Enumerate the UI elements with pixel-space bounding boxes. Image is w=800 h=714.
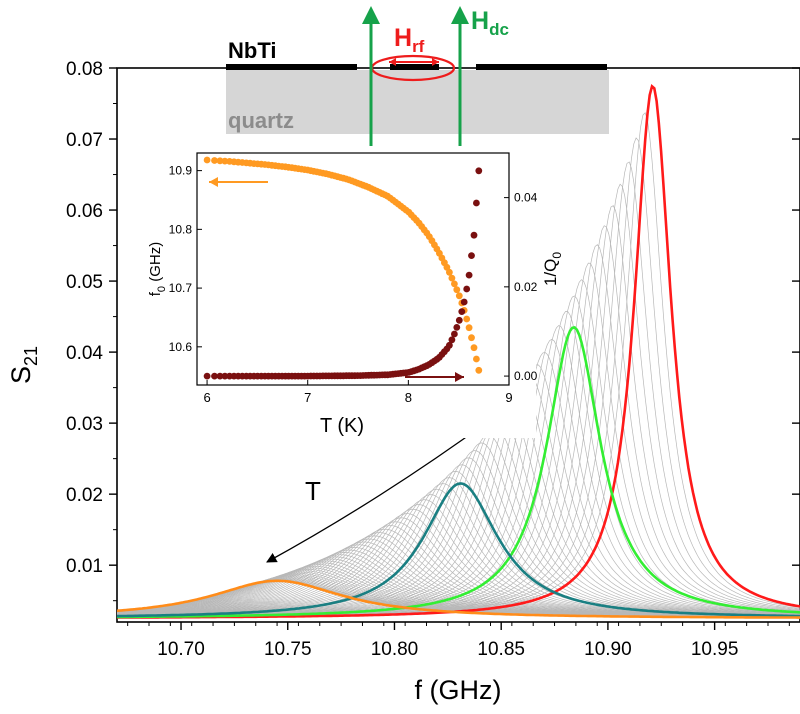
inset-point-1	[216, 372, 224, 380]
temperature-label: T	[305, 476, 321, 506]
inset-point-0	[475, 366, 483, 374]
inset-right-axis-label: 1/Q0	[541, 252, 564, 286]
inset-point-0	[203, 156, 211, 164]
inset-point-0	[453, 286, 461, 294]
hrf-label: Hrf	[394, 24, 425, 56]
inset-point-1	[470, 231, 478, 239]
inset-point-1	[448, 336, 456, 344]
inset-point-1	[460, 298, 468, 306]
inset-point-0	[468, 334, 475, 342]
hdc-arrow-right-head	[451, 6, 469, 24]
inset-point-0	[451, 280, 458, 288]
y-axis-label: S21	[6, 346, 41, 384]
inset-y-right-tick-label: 0.02	[514, 280, 538, 294]
inset-y-left-tick-label: 10.7	[169, 281, 193, 295]
inset-point-1	[211, 372, 218, 380]
background-curve	[117, 425, 800, 617]
y-tick-label: 0.08	[66, 59, 103, 80]
x-tick-label: 10.95	[691, 639, 739, 660]
main-ticks: 10.70 10.75 10.80 10.85 10.90 10.95 0.01 0.02 0.…	[66, 59, 800, 660]
inset-x-tick-label: 7	[304, 390, 311, 405]
inset-x-tick-label: 6	[203, 390, 210, 405]
inset-point-0	[470, 344, 478, 352]
inset-point-1	[463, 285, 471, 293]
inset-point-1	[473, 199, 480, 207]
highlighted-curves	[117, 83, 800, 619]
inset-point-0	[465, 324, 473, 332]
inset-x-tick-label: 8	[405, 390, 412, 405]
y-tick-label: 0.01	[66, 556, 103, 577]
highlighted-curve-3	[117, 579, 800, 619]
inset-point-0	[211, 157, 218, 164]
inset-x-axis-label: T (K)	[320, 415, 364, 437]
y-tick-label: 0.05	[66, 272, 103, 293]
inset-point-0	[463, 315, 471, 323]
inset-point-0	[473, 355, 480, 363]
inset-x-tick-label: 9	[505, 390, 512, 405]
inset-point-0	[446, 268, 453, 276]
y-tick-label: 0.02	[66, 485, 103, 506]
nbti-film-right	[476, 64, 607, 70]
inset-left-axis-arrow-head	[209, 177, 218, 187]
inset-point-0	[448, 274, 456, 282]
inset-point-1	[453, 324, 461, 331]
inset-point-0	[216, 157, 224, 165]
temperature-arrow	[266, 419, 491, 563]
inset-ticks: 6 7 8 9 10.6 10.7 10.8 10.9 0.00 0.02 0.04	[169, 164, 538, 405]
y-tick-label: 0.07	[66, 130, 103, 151]
x-tick-label: 10.85	[477, 639, 525, 660]
inset-point-1	[468, 252, 475, 259]
inset-right-axis-arrow-head	[455, 372, 464, 382]
inset-point-1	[221, 372, 229, 380]
nbti-film-center	[390, 64, 439, 70]
inset-left-axis-label: f0 (GHz)	[147, 242, 168, 296]
y-tick-label: 0.06	[66, 201, 103, 222]
y-tick-label: 0.04	[66, 343, 103, 364]
x-tick-label: 10.75	[264, 639, 312, 660]
inset-point-1	[458, 308, 466, 315]
inset-point-1	[446, 341, 453, 349]
sample-schematic: NbTi quartz Hrf Hdc	[226, 6, 609, 146]
highlighted-curve-1	[117, 326, 800, 619]
inset-frame	[196, 152, 510, 386]
inset-y-right-tick-label: 0.04	[514, 191, 538, 205]
hdc-label: Hdc	[471, 7, 509, 39]
inset-point-1	[455, 316, 463, 324]
x-axis-label: f (GHz)	[415, 675, 502, 705]
inset-point-1	[475, 167, 483, 175]
x-tick-label: 10.70	[157, 639, 205, 660]
inset-y-left-tick-label: 10.6	[169, 340, 193, 354]
inset-point-0	[455, 292, 463, 300]
inset-background	[146, 150, 536, 438]
inset-y-left-tick-label: 10.8	[169, 222, 193, 236]
inset-plot: 6 7 8 9 10.6 10.7 10.8 10.9 0.00 0.02 0.04 T (K) f…	[146, 150, 564, 438]
inset-point-1	[465, 271, 473, 279]
nbti-film-left	[226, 64, 357, 70]
quartz-label: quartz	[228, 108, 294, 133]
inset-y-left-tick-label: 10.9	[169, 164, 193, 178]
x-tick-label: 10.80	[371, 639, 419, 660]
inset-y-right-tick-label: 0.00	[514, 369, 538, 383]
nbti-label: NbTi	[228, 38, 276, 63]
inset-points	[203, 156, 483, 380]
highlighted-curve-2	[117, 482, 800, 618]
background-curve	[117, 442, 800, 617]
y-tick-label: 0.03	[66, 414, 103, 435]
inset-point-1	[203, 372, 211, 380]
x-tick-label: 10.90	[584, 639, 632, 660]
inset-point-1	[451, 330, 458, 338]
hdc-arrow-left-head	[362, 6, 380, 24]
